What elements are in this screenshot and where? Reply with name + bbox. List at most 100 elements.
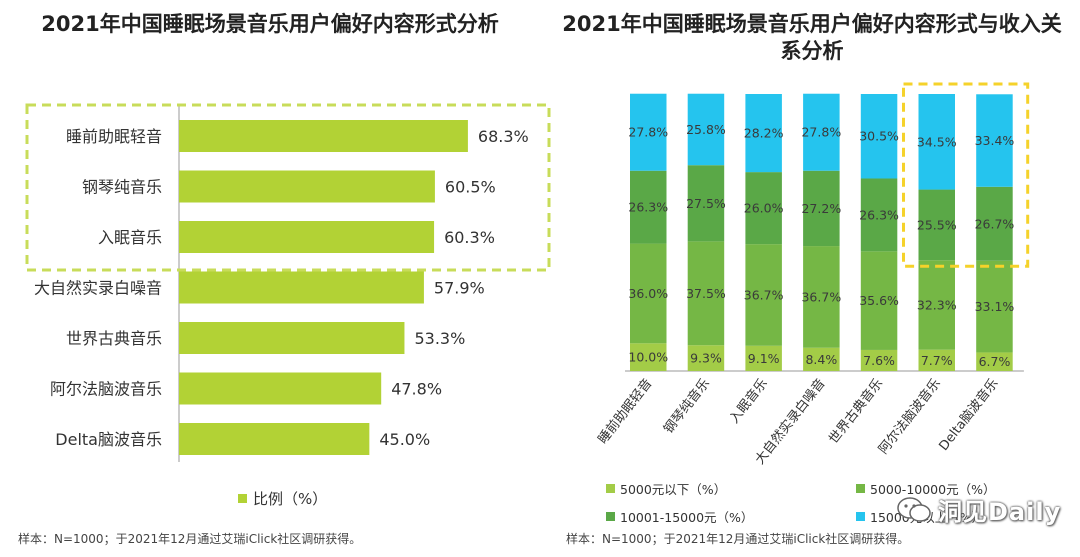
watermark-text: 洞见Daily (938, 498, 1062, 526)
segment-label: 36.7% (744, 287, 784, 302)
segment-3-5 (918, 94, 955, 190)
segment-label: 7.6% (863, 353, 895, 368)
legend-swatch (606, 484, 615, 493)
segment-0-0 (630, 343, 667, 371)
bar-4 (179, 322, 405, 354)
right-legend: 5000元以下（%）5000-10000元（%）10001-15000元（%）1… (606, 479, 1046, 526)
segment-2-4 (860, 178, 898, 252)
legend-label: 5000-10000元（%） (870, 482, 996, 497)
category-label: 钢琴纯音乐 (82, 178, 162, 197)
segment-2-1 (687, 165, 725, 242)
segment-3-2 (745, 94, 782, 173)
legend-label: 5000元以下（%） (620, 482, 727, 497)
value-label: 68.3% (478, 127, 529, 146)
segment-1-4 (860, 251, 898, 350)
segment-label: 36.7% (801, 289, 841, 304)
segment-3-0 (630, 93, 667, 171)
segment-label: 34.5% (917, 134, 957, 149)
legend-item: 10001-15000元（%） (606, 507, 856, 526)
segment-label: 9.1% (748, 351, 780, 366)
left-legend: 比例（%） (238, 488, 327, 509)
highlight-box (902, 82, 1030, 268)
value-label: 47.8% (391, 380, 442, 399)
segment-label: 26.0% (744, 201, 784, 216)
segment-label: 36.0% (628, 286, 668, 301)
segment-1-5 (918, 260, 955, 350)
segment-3-6 (976, 94, 1013, 187)
segment-1-6 (976, 260, 1013, 353)
segment-label: 33.4% (975, 133, 1015, 148)
category-label: 入眠音乐 (726, 376, 771, 427)
value-label: 57.9% (434, 279, 485, 298)
bar-0 (179, 120, 468, 152)
segment-0-6 (976, 352, 1013, 371)
segment-3-3 (803, 93, 840, 171)
segment-label: 25.5% (917, 217, 957, 232)
category-label: 世界古典音乐 (826, 376, 887, 447)
left-source-note: 样本：N=1000；于2021年12月通过艾瑞iClick社区调研获得。 (18, 532, 362, 546)
segment-0-3 (803, 347, 840, 371)
bar-3 (179, 271, 424, 304)
bar-2 (179, 221, 435, 253)
segment-2-0 (630, 170, 667, 244)
right-stacked-chart: 10.0% 36.0% 26.3% 27.8% 睡前助眠轻音 9.3% 37.5% 27.5%… (595, 82, 1030, 467)
legend-label: 10001-15000元（%） (620, 510, 754, 525)
bar-1 (179, 170, 435, 203)
legend-swatch (856, 484, 865, 493)
segment-label: 26.3% (859, 207, 899, 222)
segment-label: 7.7% (921, 353, 953, 368)
segment-label: 27.2% (801, 201, 841, 216)
category-label: 入眠音乐 (98, 228, 162, 247)
segment-0-2 (745, 345, 782, 371)
segment-0-5 (918, 349, 955, 371)
category-label: Delta脑波音乐 (936, 376, 1002, 454)
category-label: 钢琴纯音乐 (660, 376, 713, 437)
watermark: 洞见Daily (896, 492, 1061, 527)
segment-0-1 (687, 345, 725, 371)
segment-3-4 (860, 94, 898, 179)
value-label: 60.3% (444, 228, 495, 247)
segment-1-0 (630, 243, 667, 344)
segment-label: 8.4% (805, 352, 837, 367)
segment-label: 27.8% (628, 125, 668, 140)
left-chart-title: 2021年中国睡眠场景音乐用户偏好内容形式分析 (41, 12, 499, 36)
segment-label: 37.5% (686, 286, 726, 301)
right-chart-title: 2021年中国睡眠场景音乐用户偏好内容形式与收入关系分析 (562, 12, 1062, 63)
legend-swatch (856, 512, 865, 521)
legend-swatch (606, 512, 615, 521)
category-label: 大自然实录白噪音 (34, 279, 162, 298)
legend-item: 5000元以下（%） (606, 479, 856, 498)
category-label: 睡前助眠轻音 (595, 376, 656, 447)
value-label: 60.5% (445, 178, 496, 197)
category-label: 阿尔法脑波音乐 (50, 380, 162, 399)
segment-label: 26.7% (975, 216, 1015, 231)
right-source-note: 样本：N=1000；于2021年12月通过艾瑞iClick社区调研获得。 (566, 532, 910, 546)
segment-0-4 (860, 349, 898, 371)
segment-label: 26.3% (628, 200, 668, 215)
segment-1-3 (803, 246, 840, 348)
segment-label: 6.7% (979, 354, 1011, 369)
category-label: Delta脑波音乐 (55, 430, 162, 449)
highlight-box (25, 103, 551, 272)
value-label: 53.3% (414, 329, 465, 348)
segment-label: 27.5% (686, 196, 726, 211)
segment-label: 10.0% (628, 350, 668, 365)
legend-item: 5000-10000元（%） (856, 479, 1046, 498)
bar-6 (179, 423, 370, 455)
segment-label: 28.2% (744, 126, 784, 141)
segment-2-2 (745, 172, 782, 245)
legend-swatch (238, 494, 247, 503)
segment-label: 35.6% (859, 293, 899, 308)
bar-5 (179, 372, 382, 405)
segment-3-1 (687, 93, 725, 166)
segment-label: 25.8% (686, 122, 726, 137)
segment-label: 9.3% (690, 351, 722, 366)
left-bar-chart: 睡前助眠轻音 68.3% 钢琴纯音乐 60.5% 入眠音乐 60.3% 大自然实录白噪音 57… (25, 103, 551, 462)
category-label: 睡前助眠轻音 (66, 127, 162, 146)
segment-label: 30.5% (859, 129, 899, 144)
wechat-icon (897, 496, 931, 522)
segment-2-3 (803, 170, 840, 247)
legend-label: 比例（%） (253, 490, 328, 508)
segment-1-2 (745, 244, 782, 346)
segment-label: 27.8% (801, 125, 841, 140)
